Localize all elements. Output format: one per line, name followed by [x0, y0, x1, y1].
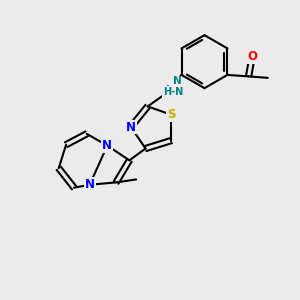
- Text: S: S: [167, 108, 176, 121]
- Text: N: N: [85, 178, 94, 191]
- Text: N: N: [102, 139, 112, 152]
- Text: O: O: [247, 50, 257, 63]
- Text: H-N: H-N: [163, 87, 183, 97]
- Text: H: H: [166, 85, 175, 95]
- Text: N: N: [126, 121, 136, 134]
- Text: N: N: [173, 76, 182, 86]
